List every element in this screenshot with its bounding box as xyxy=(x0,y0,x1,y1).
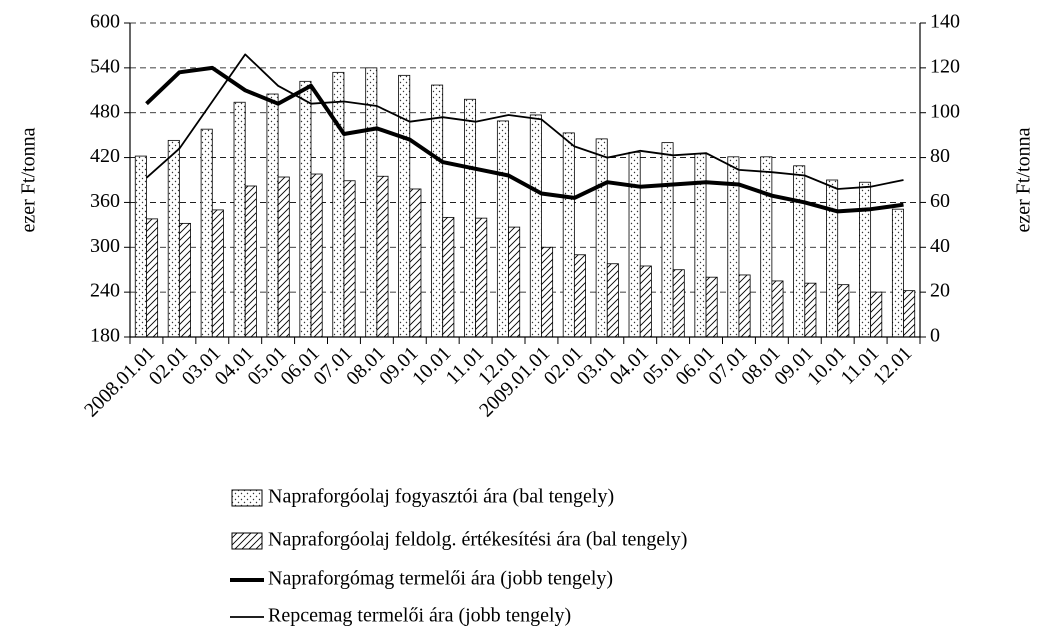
y2-tick-label: 80 xyxy=(930,145,950,167)
legend-label: Napraforgóolaj feldolg. értékesítési ára… xyxy=(268,529,687,551)
bar xyxy=(628,151,641,338)
y2-tick-label: 140 xyxy=(930,11,960,33)
y-tick-label: 240 xyxy=(90,280,120,302)
bar xyxy=(266,93,279,338)
y2-axis-title: ezer Ft/tonna xyxy=(1013,127,1035,232)
line xyxy=(145,53,904,190)
bar xyxy=(661,142,674,338)
y-tick-label: 480 xyxy=(90,100,120,122)
y-tick-label: 360 xyxy=(90,190,120,212)
bar xyxy=(541,246,554,338)
y2-tick-label: 60 xyxy=(930,190,950,212)
bar xyxy=(903,290,916,338)
bar xyxy=(793,165,806,338)
bar xyxy=(134,155,147,338)
y2-tick-label: 40 xyxy=(930,235,950,257)
bar xyxy=(299,80,312,338)
bar xyxy=(639,265,652,338)
y-tick-label: 300 xyxy=(90,235,120,257)
bar xyxy=(146,218,159,338)
y-tick-label: 540 xyxy=(90,55,120,77)
bar xyxy=(310,173,323,338)
bar xyxy=(859,181,872,338)
bar xyxy=(826,179,839,338)
bar xyxy=(573,254,586,338)
bar xyxy=(343,180,356,338)
x-tick-label: 2008.01.01 xyxy=(80,342,159,421)
bar xyxy=(529,114,542,338)
bar xyxy=(178,222,191,338)
legend-label: Repcemag termelői ára (jobb tengely) xyxy=(268,605,571,627)
legend-label: Napraforgóolaj fogyasztói ára (bal tenge… xyxy=(268,486,614,508)
bar xyxy=(595,138,608,338)
y2-tick-label: 0 xyxy=(930,325,940,347)
y-tick-label: 180 xyxy=(90,325,120,347)
bar xyxy=(464,98,477,338)
bar xyxy=(332,71,345,338)
bar xyxy=(508,226,521,338)
bar xyxy=(431,84,444,338)
y-axis-title: ezer Ft/tonna xyxy=(18,127,40,232)
y2-tick-label: 120 xyxy=(930,55,960,77)
bar xyxy=(837,284,850,338)
bar xyxy=(672,269,685,338)
bar xyxy=(705,276,718,338)
bar xyxy=(442,216,455,338)
legend-swatch xyxy=(231,532,263,550)
bar xyxy=(167,139,180,338)
bar xyxy=(365,67,378,338)
bar xyxy=(760,156,773,338)
bar xyxy=(409,188,422,338)
bar xyxy=(891,208,904,338)
y-tick-label: 420 xyxy=(90,145,120,167)
bar xyxy=(606,263,619,338)
y2-tick-label: 100 xyxy=(930,100,960,122)
bar xyxy=(233,101,246,338)
legend-label: Napraforgómag termelői ára (jobb tengely… xyxy=(268,568,613,590)
bar xyxy=(376,175,389,338)
bar xyxy=(211,209,224,338)
bar xyxy=(277,176,290,338)
bar xyxy=(398,74,411,338)
bar xyxy=(771,280,784,338)
bar xyxy=(738,274,751,338)
bar xyxy=(496,120,509,338)
bar xyxy=(244,185,257,338)
x-tick-label: 12.01 xyxy=(869,342,916,389)
y2-tick-label: 20 xyxy=(930,280,950,302)
legend-swatch xyxy=(231,489,263,507)
bar xyxy=(804,282,817,338)
bar xyxy=(475,217,488,338)
bar xyxy=(870,291,883,338)
y-tick-label: 600 xyxy=(90,11,120,33)
bar xyxy=(562,132,575,338)
bar xyxy=(200,128,213,338)
line xyxy=(145,65,904,214)
